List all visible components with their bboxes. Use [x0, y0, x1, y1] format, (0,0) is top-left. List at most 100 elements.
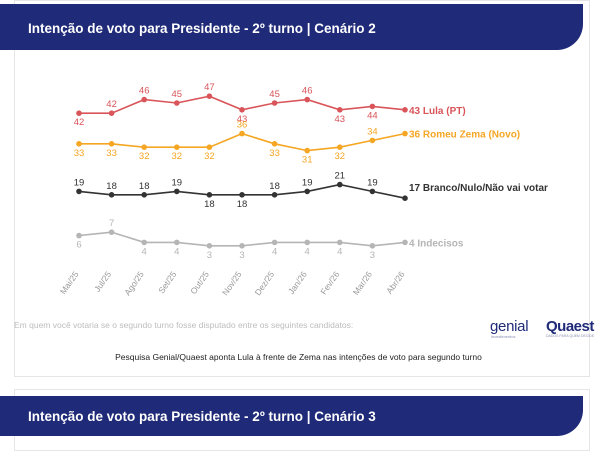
quaest-logo: Quaest [546, 318, 594, 335]
data-label: 4 [337, 246, 342, 257]
data-point-romeu-zema-novo [337, 144, 343, 150]
x-tick-label: Ago/25 [122, 269, 146, 297]
chart-title-1: Intenção de voto para Presidente - 2º tu… [28, 21, 376, 36]
x-tick-label: Abr/26 [384, 269, 407, 295]
data-point-lula-pt [304, 96, 311, 103]
quaest-logo-subtext: DADOS PARA QUEM DECIDE [546, 334, 595, 338]
data-point-romeu-zema-novo [369, 137, 376, 144]
data-point-romeu-zema-novo [206, 144, 213, 150]
data-point-branco-nulo-nao-vai-votar [76, 188, 82, 195]
series-end-label-romeu-zema-novo: 36 Romeu Zema (Novo) [409, 130, 520, 141]
data-label: 4 [305, 246, 310, 257]
series-end-label-lula-pt: 43 Lula (PT) [409, 106, 466, 117]
series-end-label-indecisos: 4 Indecisos [409, 238, 464, 249]
data-label: 45 [172, 89, 183, 100]
figure-caption: Pesquisa Genial/Quaest aponta Lula à fre… [115, 352, 482, 362]
x-tick-label: Jul/25 [92, 269, 113, 294]
data-label: 19 [172, 177, 183, 188]
data-label: 32 [172, 151, 183, 162]
data-label: 36 [237, 120, 248, 131]
data-point-branco-nulo-nao-vai-votar [271, 192, 278, 198]
data-point-indecisos [174, 239, 180, 246]
data-point-branco-nulo-nao-vai-votar [141, 192, 147, 198]
data-label: 3 [207, 250, 212, 261]
data-point-romeu-zema-novo [141, 144, 147, 150]
data-point-romeu-zema-novo [174, 144, 180, 150]
data-point-branco-nulo-nao-vai-votar [337, 181, 343, 188]
data-point-branco-nulo-nao-vai-votar [304, 188, 311, 195]
data-label: 43 [237, 114, 248, 125]
data-label: 6 [76, 240, 81, 251]
data-label: 33 [74, 148, 85, 159]
data-point-lula-pt [206, 93, 213, 99]
genial-logo-subtext: investimentos [491, 334, 516, 339]
data-point-lula-pt [108, 110, 115, 116]
data-label: 31 [302, 155, 313, 166]
data-label: 33 [106, 148, 117, 159]
data-point-romeu-zema-novo [304, 147, 311, 154]
data-label: 34 [367, 126, 378, 137]
data-point-branco-nulo-nao-vai-votar [402, 195, 408, 201]
series-end-label-branco-nulo-nao-vai-votar: 17 Branco/Nulo/Não vai votar [409, 183, 548, 194]
data-label: 42 [74, 117, 85, 128]
data-point-branco-nulo-nao-vai-votar [174, 188, 180, 195]
data-label: 21 [335, 171, 346, 182]
data-label: 19 [302, 177, 313, 188]
data-label: 4 [174, 246, 179, 257]
data-label: 33 [269, 148, 280, 159]
line-chart: Mai/25 Jul/25 Ago/25 Set/25 Out/25 Nov/25 Dez/… [58, 82, 548, 297]
genial-logo: genial [490, 318, 529, 335]
data-point-indecisos [206, 243, 213, 249]
data-label: 19 [74, 177, 85, 188]
data-label: 3 [370, 250, 375, 261]
data-label: 32 [335, 151, 346, 162]
data-point-romeu-zema-novo [402, 130, 408, 137]
data-label: 4 [272, 246, 277, 257]
chart-card-1 [14, 0, 590, 377]
data-point-romeu-zema-novo [76, 141, 82, 147]
data-label: 4 [142, 246, 147, 257]
data-label: 42 [106, 99, 117, 110]
data-label: 32 [139, 151, 150, 162]
data-point-lula-pt [271, 100, 278, 106]
data-label: 7 [109, 218, 114, 229]
chart-banner-1: Intenção de voto para Presidente - 2º tu… [0, 4, 583, 50]
data-point-lula-pt [174, 100, 180, 106]
data-label: 18 [269, 181, 280, 192]
data-label: 46 [302, 86, 313, 97]
data-label: 18 [204, 199, 215, 210]
data-label: 44 [367, 110, 378, 121]
data-label: 19 [367, 177, 378, 188]
x-tick-label: Dez/25 [253, 269, 277, 297]
data-point-indecisos [239, 243, 245, 249]
data-point-indecisos [337, 239, 343, 246]
survey-question: Em quem você votaria se o segundo turno … [14, 320, 354, 330]
data-label: 43 [335, 114, 346, 125]
x-tick-label: Mai/25 [58, 269, 81, 296]
data-point-branco-nulo-nao-vai-votar [206, 192, 213, 198]
data-point-indecisos [369, 243, 376, 249]
data-label: 18 [139, 181, 150, 192]
data-point-lula-pt [369, 103, 376, 110]
data-point-branco-nulo-nao-vai-votar [108, 192, 115, 198]
x-tick-label: Fev/26 [318, 269, 341, 296]
data-label: 32 [204, 151, 215, 162]
data-point-branco-nulo-nao-vai-votar [369, 188, 376, 195]
data-label: 18 [106, 181, 117, 192]
x-tick-label: Out/25 [188, 269, 211, 296]
data-point-indecisos [304, 239, 311, 246]
data-point-indecisos [108, 229, 115, 235]
x-tick-label: Mar/26 [351, 269, 375, 297]
data-label: 47 [204, 82, 215, 93]
data-point-indecisos [76, 232, 82, 239]
data-label: 45 [269, 89, 280, 100]
x-tick-label: Jan/26 [286, 269, 309, 296]
data-point-lula-pt [402, 107, 408, 113]
data-point-romeu-zema-novo [108, 141, 115, 147]
data-point-lula-pt [76, 110, 82, 116]
data-label: 3 [239, 250, 244, 261]
data-point-lula-pt [239, 107, 245, 113]
data-point-lula-pt [141, 96, 147, 103]
data-point-romeu-zema-novo [271, 141, 278, 147]
data-point-indecisos [141, 239, 147, 246]
